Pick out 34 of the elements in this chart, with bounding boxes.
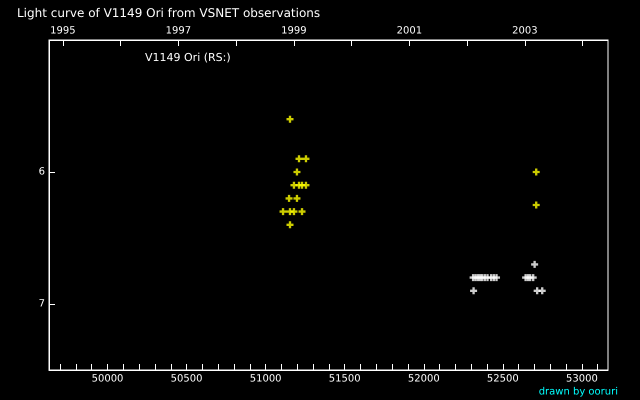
x2-tick-label: 1999: [281, 26, 307, 36]
x-tick-label: 51000: [250, 374, 282, 384]
point: [530, 274, 537, 282]
point: [280, 208, 287, 216]
point: [302, 155, 310, 162]
point: [532, 202, 540, 208]
point: [286, 221, 294, 228]
y-tick-label: 6: [38, 166, 45, 178]
point: [531, 260, 538, 268]
x2-tick-label: 2001: [396, 26, 422, 36]
x2-tick-label: 1997: [166, 26, 192, 36]
x-tick-label: 50500: [170, 374, 202, 384]
point: [296, 155, 303, 162]
point: [470, 287, 478, 294]
x2-tick-label: 1995: [50, 26, 76, 36]
point: [493, 274, 500, 282]
point: [286, 116, 294, 123]
text: drawn by ooruri: [538, 386, 618, 398]
point: [290, 208, 298, 216]
x-tick-label: 50000: [92, 374, 124, 384]
x-tick-label: 53000: [566, 374, 598, 384]
chart-title: Light curve of V1149 Ori from VSNET observations: [17, 6, 320, 20]
x-tick-label: 52000: [408, 374, 440, 384]
point: [302, 182, 310, 189]
x-tick-label: 51500: [328, 374, 361, 384]
point: [532, 168, 540, 176]
point: [293, 194, 300, 202]
x-tick-label: 52500: [486, 374, 519, 384]
point: [538, 287, 546, 294]
x2-tick-label: 2003: [512, 26, 538, 36]
y-tick-label: 7: [38, 298, 45, 310]
point: [286, 194, 293, 202]
point: [298, 208, 306, 216]
annotation: V1149 Ori (RS:): [145, 51, 231, 64]
